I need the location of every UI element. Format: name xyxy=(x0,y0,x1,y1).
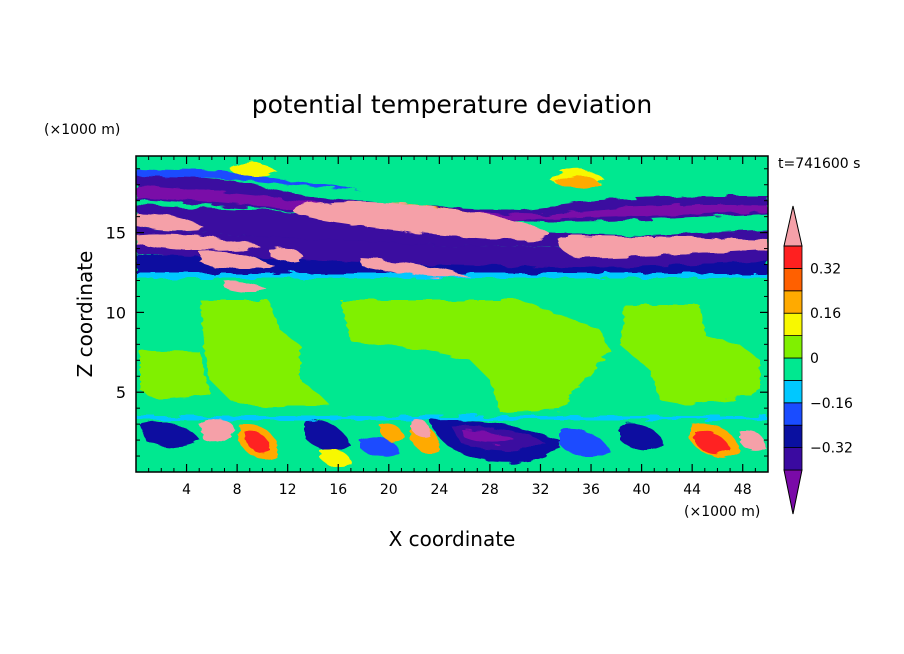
colorbar-box xyxy=(783,267,803,292)
field-low-violet-1 xyxy=(462,430,515,444)
x-tick-label: 20 xyxy=(380,482,398,498)
field-low-blue-1 xyxy=(560,428,610,458)
field-low-navy-3 xyxy=(620,423,665,451)
time-label: t=741600 s xyxy=(778,156,860,172)
x-axis-label: X coordinate xyxy=(389,527,516,551)
field-max-pink-7 xyxy=(225,281,268,293)
x-tick-label: 48 xyxy=(734,482,752,498)
x-tick-label: 32 xyxy=(532,482,550,498)
colorbar-box xyxy=(783,424,803,449)
x-tick-label: 12 xyxy=(279,482,297,498)
x-unit-label: (×1000 m) xyxy=(684,504,760,520)
field-band-orange-1 xyxy=(555,174,600,189)
field-low-blue-2 xyxy=(360,436,400,457)
field-max-pink-9 xyxy=(660,237,740,247)
x-tick-label: 44 xyxy=(683,482,701,498)
y-tick-label: 5 xyxy=(116,383,126,402)
field-low-cyan-line xyxy=(136,416,768,420)
field-region-mid-3 xyxy=(340,300,610,412)
field-low-red-1 xyxy=(245,431,270,453)
colorbar-box xyxy=(783,447,803,471)
field-low-navy-4 xyxy=(305,419,350,451)
field-low-yellow-1 xyxy=(320,448,352,468)
field-low-pink-3 xyxy=(740,430,766,451)
plot-field xyxy=(136,156,768,472)
field-band-violet-top xyxy=(136,185,768,220)
colorbar-box xyxy=(783,335,803,359)
colorbar-bottom-triangle xyxy=(783,469,803,515)
x-tick-label: 4 xyxy=(182,482,191,498)
x-tick-label: 16 xyxy=(329,482,347,498)
field-low-red-2 xyxy=(695,431,730,454)
field-max-pink-3 xyxy=(200,251,275,270)
x-tick-label: 24 xyxy=(430,482,448,498)
colorbar-box xyxy=(783,379,803,404)
y-axis-ticks: 5 10 15 xyxy=(106,168,768,457)
field-low-pink-2 xyxy=(410,418,431,438)
field-band-yellow-1 xyxy=(230,162,278,177)
y-tick-label: 10 xyxy=(106,303,126,322)
colorbar-box xyxy=(783,402,803,426)
field-band-blue-top xyxy=(136,168,360,190)
colorbar-tick-label: −0.16 xyxy=(810,396,853,412)
field-max-pink-5 xyxy=(360,258,470,278)
colorbar-box xyxy=(783,357,803,381)
field-region-mid-4 xyxy=(620,305,760,405)
colorbar-box xyxy=(783,245,803,269)
field-low-navy-1 xyxy=(140,422,200,447)
y-axis-label: Z coordinate xyxy=(73,251,97,378)
field-max-pink-8 xyxy=(270,247,305,262)
y-unit-label: (×1000 m) xyxy=(44,122,120,138)
field-max-pink-2 xyxy=(136,234,260,251)
colorbar: 0.32 0.16 0 −0.16 −0.32 xyxy=(783,205,853,515)
field-low-orange-4 xyxy=(380,423,404,443)
field-region-mid-5 xyxy=(140,350,210,400)
field-low-pink-1 xyxy=(200,419,235,443)
x-tick-label: 36 xyxy=(582,482,600,498)
colorbar-top-triangle xyxy=(783,205,803,247)
colorbar-tick-label: −0.32 xyxy=(810,441,853,457)
x-tick-label: 8 xyxy=(233,482,242,498)
chart-title: potential temperature deviation xyxy=(252,90,652,119)
colorbar-tick-label: 0 xyxy=(810,351,819,367)
y-tick-label: 15 xyxy=(106,224,126,243)
x-axis-ticks: 4 8 12 16 20 24 28 32 36 40 44 48 xyxy=(148,156,756,498)
x-tick-label: 40 xyxy=(633,482,651,498)
field-region-mid-2 xyxy=(200,300,330,408)
field-max-pink-1 xyxy=(291,202,550,240)
colorbar-box xyxy=(783,312,803,337)
colorbar-box xyxy=(783,290,803,314)
colorbar-tick-label: 0.16 xyxy=(810,306,841,322)
colorbar-tick-label: 0.32 xyxy=(810,261,841,277)
x-tick-label: 28 xyxy=(481,482,499,498)
field-max-pink-4 xyxy=(136,212,205,231)
